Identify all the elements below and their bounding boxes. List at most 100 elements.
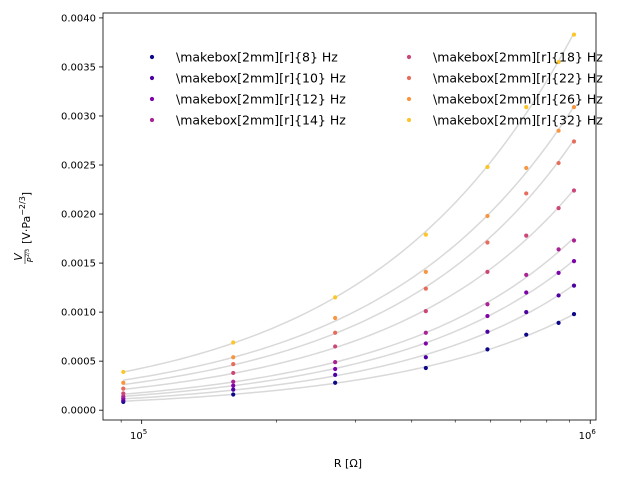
y-axis-label-units-close: ] bbox=[20, 192, 33, 196]
data-point-s7-6 bbox=[556, 59, 561, 65]
data-point-s7-1 bbox=[231, 340, 236, 345]
data-point-s7-2 bbox=[333, 295, 338, 300]
data-point-s4-3 bbox=[423, 309, 428, 314]
data-point-s2-1 bbox=[231, 383, 236, 388]
plot-frame bbox=[102, 12, 597, 421]
data-point-s1-5 bbox=[524, 310, 529, 315]
data-point-s1-6 bbox=[556, 293, 561, 298]
data-point-s6-7 bbox=[571, 105, 577, 110]
data-point-s1-3 bbox=[423, 355, 428, 360]
legend-marker-0 bbox=[149, 54, 155, 60]
legend-label-3: \makebox[2mm][r]{14} Hz bbox=[176, 113, 346, 128]
data-point-s2-5 bbox=[524, 290, 529, 295]
data-point-s7-4 bbox=[485, 164, 490, 170]
data-point-s4-7 bbox=[571, 188, 577, 193]
data-point-s1-4 bbox=[485, 329, 490, 334]
y-axis-label-fraction-denominator: P bbox=[26, 257, 35, 262]
legend-label-4: \makebox[2mm][r]{18} Hz bbox=[433, 50, 603, 65]
data-point-s2-7 bbox=[571, 259, 577, 264]
fit-line-5 bbox=[123, 139, 575, 386]
fit-line-6 bbox=[123, 105, 575, 381]
data-point-s2-4 bbox=[485, 313, 490, 319]
data-point-s7-5 bbox=[524, 105, 529, 110]
y-axis-label-fraction-numerator: V bbox=[12, 252, 25, 261]
data-point-s5-3 bbox=[423, 286, 428, 291]
data-point-s3-5 bbox=[524, 272, 529, 277]
y-tick-label-6: 0.0030 bbox=[61, 111, 96, 122]
legend-label-6: \makebox[2mm][r]{26} Hz bbox=[433, 92, 603, 107]
y-tick-label-7: 0.0035 bbox=[61, 62, 96, 73]
data-point-s2-2 bbox=[333, 366, 338, 372]
data-point-s0-6 bbox=[556, 320, 561, 326]
legend: \makebox[2mm][r]{8} Hz \makebox[2mm][r]{1… bbox=[149, 50, 603, 128]
data-point-s5-4 bbox=[485, 240, 490, 245]
data-point-s5-2 bbox=[333, 330, 338, 335]
data-point-s4-6 bbox=[556, 206, 561, 211]
data-point-s6-0 bbox=[121, 380, 126, 385]
fit-line-2 bbox=[123, 259, 575, 398]
y-axis-label-units-main: [V·Pa bbox=[20, 216, 33, 244]
x-tick-label-1: 106 bbox=[579, 428, 597, 442]
y-tick-label-5: 0.0025 bbox=[61, 161, 96, 172]
data-point-s3-4 bbox=[485, 302, 490, 307]
data-point-s7-7 bbox=[571, 32, 577, 37]
data-point-s6-1 bbox=[231, 355, 236, 360]
y-tick-label-2: 0.0010 bbox=[61, 308, 96, 319]
x-tick-label-exponent: 6 bbox=[591, 428, 596, 436]
data-point-s7-0 bbox=[121, 369, 126, 375]
legend-marker-2 bbox=[149, 96, 155, 102]
data-point-s3-0 bbox=[121, 394, 126, 399]
x-tick-label-base: 10 bbox=[579, 431, 592, 442]
data-point-s3-6 bbox=[556, 247, 561, 252]
legend-marker-5 bbox=[406, 75, 412, 81]
data-point-s3-3 bbox=[423, 330, 428, 335]
data-point-s4-4 bbox=[485, 269, 490, 275]
data-point-s7-3 bbox=[423, 232, 428, 237]
data-point-s3-2 bbox=[333, 360, 338, 365]
legend-marker-6 bbox=[406, 96, 412, 102]
x-tick-label-0: 105 bbox=[130, 428, 147, 442]
y-axis-label-fraction-denominator-exponent: 2/3 bbox=[25, 249, 31, 257]
fit-line-1 bbox=[123, 284, 575, 400]
data-point-s4-5 bbox=[524, 233, 529, 238]
legend-marker-4 bbox=[406, 54, 412, 60]
data-point-s1-1 bbox=[231, 387, 236, 392]
data-point-s0-4 bbox=[485, 347, 490, 352]
data-point-s5-7 bbox=[571, 139, 577, 144]
legend-marker-3 bbox=[149, 117, 155, 123]
x-tick-label-exponent: 5 bbox=[143, 428, 147, 436]
data-point-s4-0 bbox=[121, 391, 126, 396]
y-axis: 0.0000 0.0005 0.0010 0.0015 0.0020 0.0025 0.00… bbox=[61, 13, 103, 417]
legend-marker-1 bbox=[149, 75, 155, 81]
data-point-s5-1 bbox=[231, 362, 236, 367]
legend-label-0: \makebox[2mm][r]{8} Hz bbox=[176, 50, 338, 65]
legend-label-2: \makebox[2mm][r]{12} Hz bbox=[176, 92, 346, 107]
data-point-s5-5 bbox=[524, 191, 529, 196]
data-point-s0-1 bbox=[231, 392, 236, 397]
data-point-s0-3 bbox=[423, 365, 428, 371]
fit-line-3 bbox=[123, 237, 575, 395]
legend-label-7: \makebox[2mm][r]{32} Hz bbox=[433, 113, 603, 128]
data-point-s5-6 bbox=[556, 160, 561, 166]
fit-line-4 bbox=[123, 189, 575, 391]
data-point-s2-3 bbox=[423, 341, 428, 346]
data-point-s6-6 bbox=[556, 128, 561, 133]
fit-line-7 bbox=[123, 32, 575, 373]
data-point-s2-6 bbox=[556, 270, 561, 275]
y-tick-label-4: 0.0020 bbox=[61, 210, 96, 221]
data-point-s1-7 bbox=[571, 283, 577, 288]
legend-label-5: \makebox[2mm][r]{22} Hz bbox=[433, 71, 603, 86]
y-axis-label-units: [V·Pa−2/3] bbox=[18, 192, 33, 244]
x-axis-label: R [Ω] bbox=[334, 457, 362, 470]
data-point-s4-2 bbox=[333, 344, 338, 349]
y-tick-label-0: 0.0000 bbox=[61, 406, 96, 417]
data-point-s6-3 bbox=[423, 269, 428, 275]
data-point-s1-2 bbox=[333, 372, 338, 377]
fit-lines bbox=[123, 32, 575, 402]
y-tick-label-1: 0.0005 bbox=[61, 357, 96, 368]
data-point-s0-5 bbox=[524, 332, 529, 337]
data-point-s6-4 bbox=[485, 213, 490, 219]
y-axis-label-units-exponent: −2/3 bbox=[18, 196, 27, 216]
y-tick-label-8: 0.0040 bbox=[61, 13, 96, 24]
